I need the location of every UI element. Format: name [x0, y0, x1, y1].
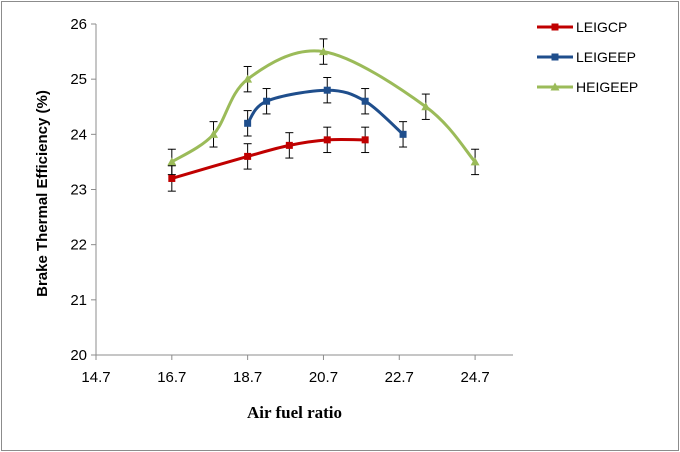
y-tick-label: 25 — [70, 71, 87, 88]
series-heigeep — [167, 38, 480, 176]
data-point-leigeep — [323, 86, 331, 94]
legend-label-heigeep: HEIGEEP — [576, 79, 638, 95]
y-tick-label: 23 — [70, 182, 87, 199]
data-point-leigeep — [263, 97, 271, 105]
legend-marker-leigcp — [551, 23, 559, 31]
legend-marker-heigeep — [550, 82, 560, 91]
x-tick-label: 16.7 — [157, 369, 186, 386]
y-tick-label: 26 — [70, 16, 87, 33]
legend-item-leigcp: LEIGCP — [537, 19, 627, 35]
x-tick-label: 18.7 — [233, 369, 262, 386]
series-line-heigeep — [170, 49, 477, 164]
tick-labels: 20 21 22 23 24 25 26 14.7 16.7 18.7 20.7 22.7 24.7 — [70, 16, 489, 386]
data-point-leigcp — [168, 174, 176, 182]
y-tick-label: 24 — [70, 126, 87, 143]
data-point-leigcp — [361, 136, 369, 144]
data-point-heigeep — [243, 74, 253, 83]
y-tick-label: 22 — [70, 237, 87, 254]
data-point-leigeep — [244, 119, 252, 127]
legend: LEIGCP LEIGEEP HEIGEEP — [537, 19, 638, 95]
x-tick-label: 14.7 — [81, 369, 110, 386]
data-point-leigcp — [323, 136, 331, 144]
series-line-leigeep — [246, 88, 405, 136]
legend-item-heigeep: HEIGEEP — [537, 79, 638, 95]
data-point-heigeep — [167, 157, 177, 166]
series-leigeep — [243, 77, 408, 148]
data-point-leigeep — [399, 130, 407, 138]
x-tick-label: 20.7 — [309, 369, 338, 386]
legend-item-leigeep: LEIGEEP — [537, 49, 636, 65]
y-axis-title: Brake Thermal Efficiency (%) — [34, 90, 51, 297]
data-point-leigcp — [244, 152, 252, 160]
legend-label-leigeep: LEIGEEP — [576, 49, 636, 65]
data-point-heigeep — [470, 157, 480, 166]
series-leigcp — [167, 126, 370, 192]
axes — [91, 23, 513, 360]
data-point-leigeep — [361, 97, 369, 105]
plot-area — [167, 38, 480, 192]
x-tick-label: 24.7 — [460, 369, 489, 386]
legend-marker-leigeep — [551, 53, 559, 61]
y-tick-label: 21 — [70, 292, 87, 309]
data-point-heigeep — [421, 102, 431, 111]
data-point-heigeep — [209, 129, 219, 138]
data-point-leigcp — [285, 141, 293, 149]
legend-label-leigcp: LEIGCP — [576, 19, 627, 35]
y-tick-label: 20 — [70, 347, 87, 364]
x-axis-title: Air fuel ratio — [247, 403, 342, 422]
x-tick-label: 22.7 — [385, 369, 414, 386]
data-point-heigeep — [318, 47, 328, 56]
